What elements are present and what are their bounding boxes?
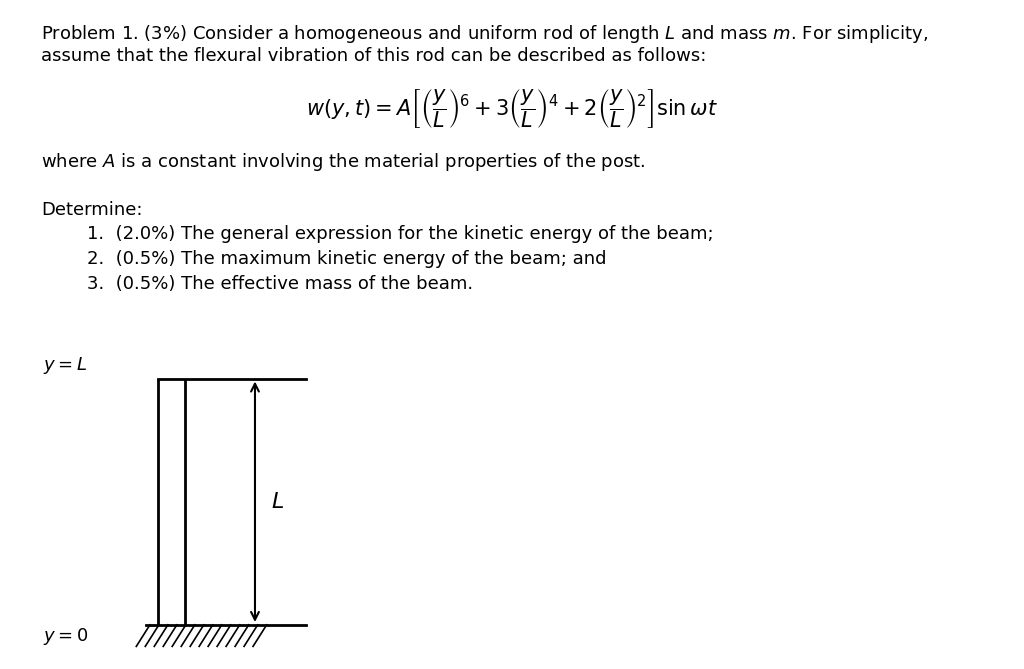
Text: assume that the flexural vibration of this rod can be described as follows:: assume that the flexural vibration of th… bbox=[41, 47, 707, 65]
Text: $y = L$: $y = L$ bbox=[43, 355, 87, 375]
Text: 2.  (0.5%) The maximum kinetic energy of the beam; and: 2. (0.5%) The maximum kinetic energy of … bbox=[87, 250, 606, 268]
Text: where $A$ is a constant involving the material properties of the post.: where $A$ is a constant involving the ma… bbox=[41, 151, 645, 173]
Text: Problem 1. (3%) Consider a homogeneous and uniform rod of length $L$ and mass $m: Problem 1. (3%) Consider a homogeneous a… bbox=[41, 23, 929, 45]
Text: 3.  (0.5%) The effective mass of the beam.: 3. (0.5%) The effective mass of the beam… bbox=[87, 275, 473, 293]
Text: $w(y,t) = A\left[\left(\dfrac{y}{L}\right)^{6} + 3\left(\dfrac{y}{L}\right)^{4} : $w(y,t) = A\left[\left(\dfrac{y}{L}\righ… bbox=[306, 87, 718, 130]
Text: $L$: $L$ bbox=[270, 492, 284, 512]
Text: 1.  (2.0%) The general expression for the kinetic energy of the beam;: 1. (2.0%) The general expression for the… bbox=[87, 225, 714, 244]
Text: Determine:: Determine: bbox=[41, 201, 142, 219]
Text: $y = 0$: $y = 0$ bbox=[43, 626, 88, 648]
